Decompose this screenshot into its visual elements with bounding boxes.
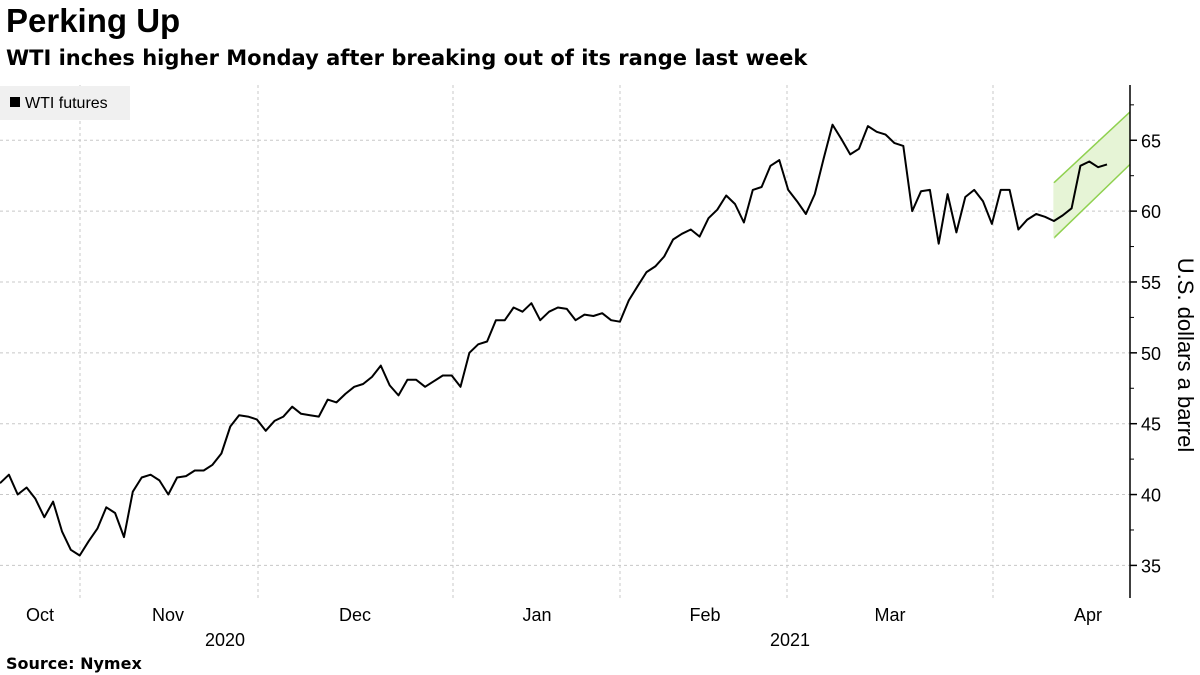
y-tick-label: 50 xyxy=(1141,344,1161,364)
y-tick-label: 65 xyxy=(1141,131,1161,151)
chart-subtitle: WTI inches higher Monday after breaking … xyxy=(6,46,808,70)
y-tick-label: 60 xyxy=(1141,202,1161,222)
x-year-label: 2020 xyxy=(205,630,245,650)
x-axis: Oct Nov Dec Jan Feb Mar Apr 2020 2021 xyxy=(26,605,1102,650)
source-note: Source: Nymex xyxy=(6,654,142,673)
channel-lower-line xyxy=(1053,163,1131,239)
gridlines xyxy=(0,85,1130,598)
legend-background xyxy=(0,86,130,120)
x-month-label: Apr xyxy=(1074,605,1102,625)
y-tick-label: 35 xyxy=(1141,556,1161,576)
channel-upper-line xyxy=(1053,111,1131,184)
legend-label: WTI futures xyxy=(25,95,108,112)
x-month-label: Dec xyxy=(339,605,371,625)
x-year-label: 2021 xyxy=(770,630,810,650)
x-month-label: Oct xyxy=(26,605,54,625)
legend-swatch xyxy=(10,97,20,107)
legend: WTI futures xyxy=(0,86,130,120)
trend-channel xyxy=(1053,111,1131,239)
y-tick-label: 40 xyxy=(1141,486,1161,506)
y-tick-label: 45 xyxy=(1141,415,1161,435)
y-axis-label: U.S. dollars a barrel xyxy=(1173,258,1198,452)
y-tick-label: 55 xyxy=(1141,273,1161,293)
x-month-label: Jan xyxy=(522,605,551,625)
x-month-label: Feb xyxy=(689,605,720,625)
x-month-label: Nov xyxy=(152,605,184,625)
x-month-label: Mar xyxy=(875,605,906,625)
y-axis: 35 40 45 50 55 60 65 xyxy=(1129,85,1161,598)
chart-title: Perking Up xyxy=(6,2,181,39)
series-line-wti-futures xyxy=(0,123,1108,557)
